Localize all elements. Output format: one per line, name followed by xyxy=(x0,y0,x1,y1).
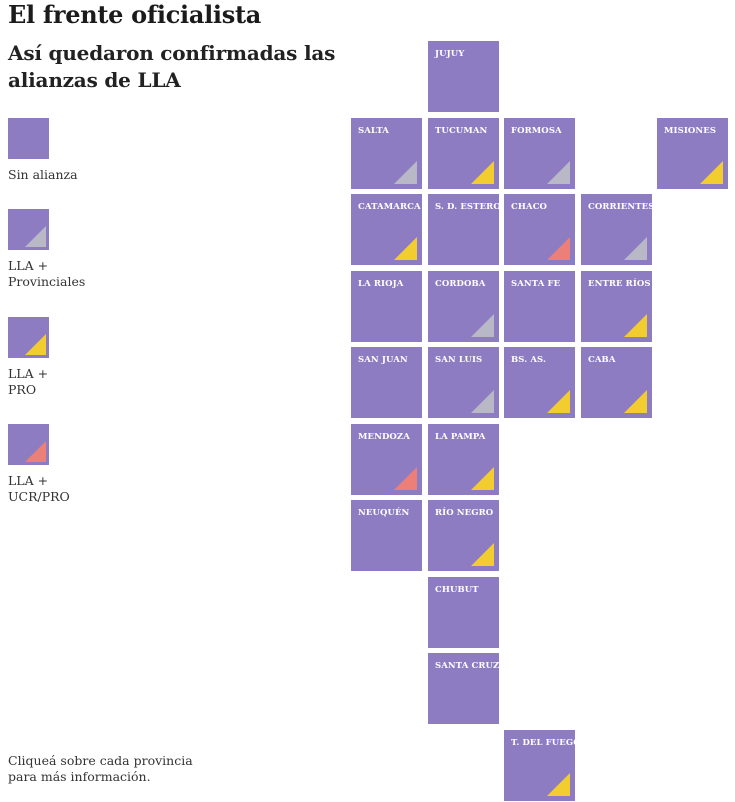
province-tile-catamarca[interactable]: CATAMARCA xyxy=(351,194,422,265)
province-tile-misiones[interactable]: MISIONES xyxy=(657,118,728,189)
province-name: SANTA FE xyxy=(511,279,561,289)
province-name: CABA xyxy=(588,355,616,365)
province-name: CHACO xyxy=(511,202,548,212)
province-name: MISIONES xyxy=(664,126,717,136)
province-name: JUJUY xyxy=(435,49,465,59)
alliance-corner-marker xyxy=(547,161,570,184)
province-tile-caba[interactable]: CABA xyxy=(581,347,652,418)
alliance-corner-marker xyxy=(394,237,417,260)
province-tile-cordoba[interactable]: CORDOBA xyxy=(428,271,499,342)
province-name: MENDOZA xyxy=(358,432,410,442)
province-tile-chaco[interactable]: CHACO xyxy=(504,194,575,265)
province-name: TUCUMAN xyxy=(435,126,488,136)
legend-item-sin-alianza: Sin alianza xyxy=(8,118,78,183)
legend-item-ucr-pro: LLA + UCR/PRO xyxy=(8,424,70,505)
footnote: Cliqueá sobre cada provincia para más in… xyxy=(8,753,193,784)
alliance-corner-marker xyxy=(394,467,417,490)
province-tile-san-luis[interactable]: SAN LUIS xyxy=(428,347,499,418)
province-name: LA PAMPA xyxy=(435,432,486,442)
alliance-corner-marker xyxy=(624,237,647,260)
province-name: ENTRE RÍOS xyxy=(588,279,651,289)
province-name: BS. AS. xyxy=(511,355,547,365)
province-tile-santiago-del-estero[interactable]: S. D. ESTERO xyxy=(428,194,499,265)
alliance-corner-marker xyxy=(624,314,647,337)
legend-swatch-sin-alianza xyxy=(8,118,49,159)
province-tile-tucuman[interactable]: TUCUMAN xyxy=(428,118,499,189)
province-tile-jujuy[interactable]: JUJUY xyxy=(428,41,499,112)
province-tile-chubut[interactable]: CHUBUT xyxy=(428,577,499,648)
legend-swatch-provinciales xyxy=(8,209,49,250)
alliance-corner-marker xyxy=(471,390,494,413)
province-name: SAN JUAN xyxy=(358,355,408,365)
legend-label: LLA + Provinciales xyxy=(8,258,86,289)
legend-label: LLA + PRO xyxy=(8,366,49,397)
province-tile-la-pampa[interactable]: LA PAMPA xyxy=(428,424,499,495)
province-name: FORMOSA xyxy=(511,126,562,136)
province-tile-rio-negro[interactable]: RÍO NEGRO xyxy=(428,500,499,571)
page-title: El frente oficialista xyxy=(8,0,261,29)
alliance-corner-marker xyxy=(700,161,723,184)
alliance-corner-marker xyxy=(547,390,570,413)
legend-label: Sin alianza xyxy=(8,167,78,182)
alliance-corner-marker xyxy=(25,334,46,355)
province-tile-santa-cruz[interactable]: SANTA CRUZ xyxy=(428,653,499,724)
province-tile-la-rioja[interactable]: LA RIOJA xyxy=(351,271,422,342)
province-name: SALTA xyxy=(358,126,389,136)
legend-swatch-ucr-pro xyxy=(8,424,49,465)
province-tile-santa-fe[interactable]: SANTA FE xyxy=(504,271,575,342)
legend-swatch-pro xyxy=(8,317,49,358)
province-name: CATAMARCA xyxy=(358,202,421,212)
province-name: LA RIOJA xyxy=(358,279,404,289)
province-name: CORRIENTES xyxy=(588,202,652,212)
province-name: SAN LUIS xyxy=(435,355,483,365)
province-name: CORDOBA xyxy=(435,279,486,289)
province-name: T. DEL FUEGO xyxy=(511,738,575,748)
province-tile-tierra-del-fuego[interactable]: T. DEL FUEGO xyxy=(504,730,575,801)
province-tile-entre-rios[interactable]: ENTRE RÍOS xyxy=(581,271,652,342)
province-tile-san-juan[interactable]: SAN JUAN xyxy=(351,347,422,418)
province-tile-salta[interactable]: SALTA xyxy=(351,118,422,189)
alliance-corner-marker xyxy=(471,314,494,337)
province-name: RÍO NEGRO xyxy=(435,508,494,518)
legend-label: LLA + UCR/PRO xyxy=(8,473,70,504)
alliance-corner-marker xyxy=(25,441,46,462)
alliance-corner-marker xyxy=(547,237,570,260)
legend-item-provinciales: LLA + Provinciales xyxy=(8,209,85,290)
province-name: NEUQUÉN xyxy=(358,508,410,518)
province-tile-neuquen[interactable]: NEUQUÉN xyxy=(351,500,422,571)
province-name: SANTA CRUZ xyxy=(435,661,499,671)
province-name: S. D. ESTERO xyxy=(435,202,499,212)
alliance-corner-marker xyxy=(624,390,647,413)
alliance-corner-marker xyxy=(471,467,494,490)
alliance-corner-marker xyxy=(471,543,494,566)
province-tile-buenos-aires[interactable]: BS. AS. xyxy=(504,347,575,418)
alliance-corner-marker xyxy=(394,161,417,184)
province-tile-corrientes[interactable]: CORRIENTES xyxy=(581,194,652,265)
page-subtitle: Así quedaron confirmadas las alianzas de… xyxy=(8,41,336,92)
legend-item-pro: LLA + PRO xyxy=(8,317,49,398)
alliance-corner-marker xyxy=(547,773,570,796)
alliance-corner-marker xyxy=(471,161,494,184)
province-tile-mendoza[interactable]: MENDOZA xyxy=(351,424,422,495)
alliance-corner-marker xyxy=(25,226,46,247)
province-name: CHUBUT xyxy=(435,585,479,595)
province-tile-formosa[interactable]: FORMOSA xyxy=(504,118,575,189)
